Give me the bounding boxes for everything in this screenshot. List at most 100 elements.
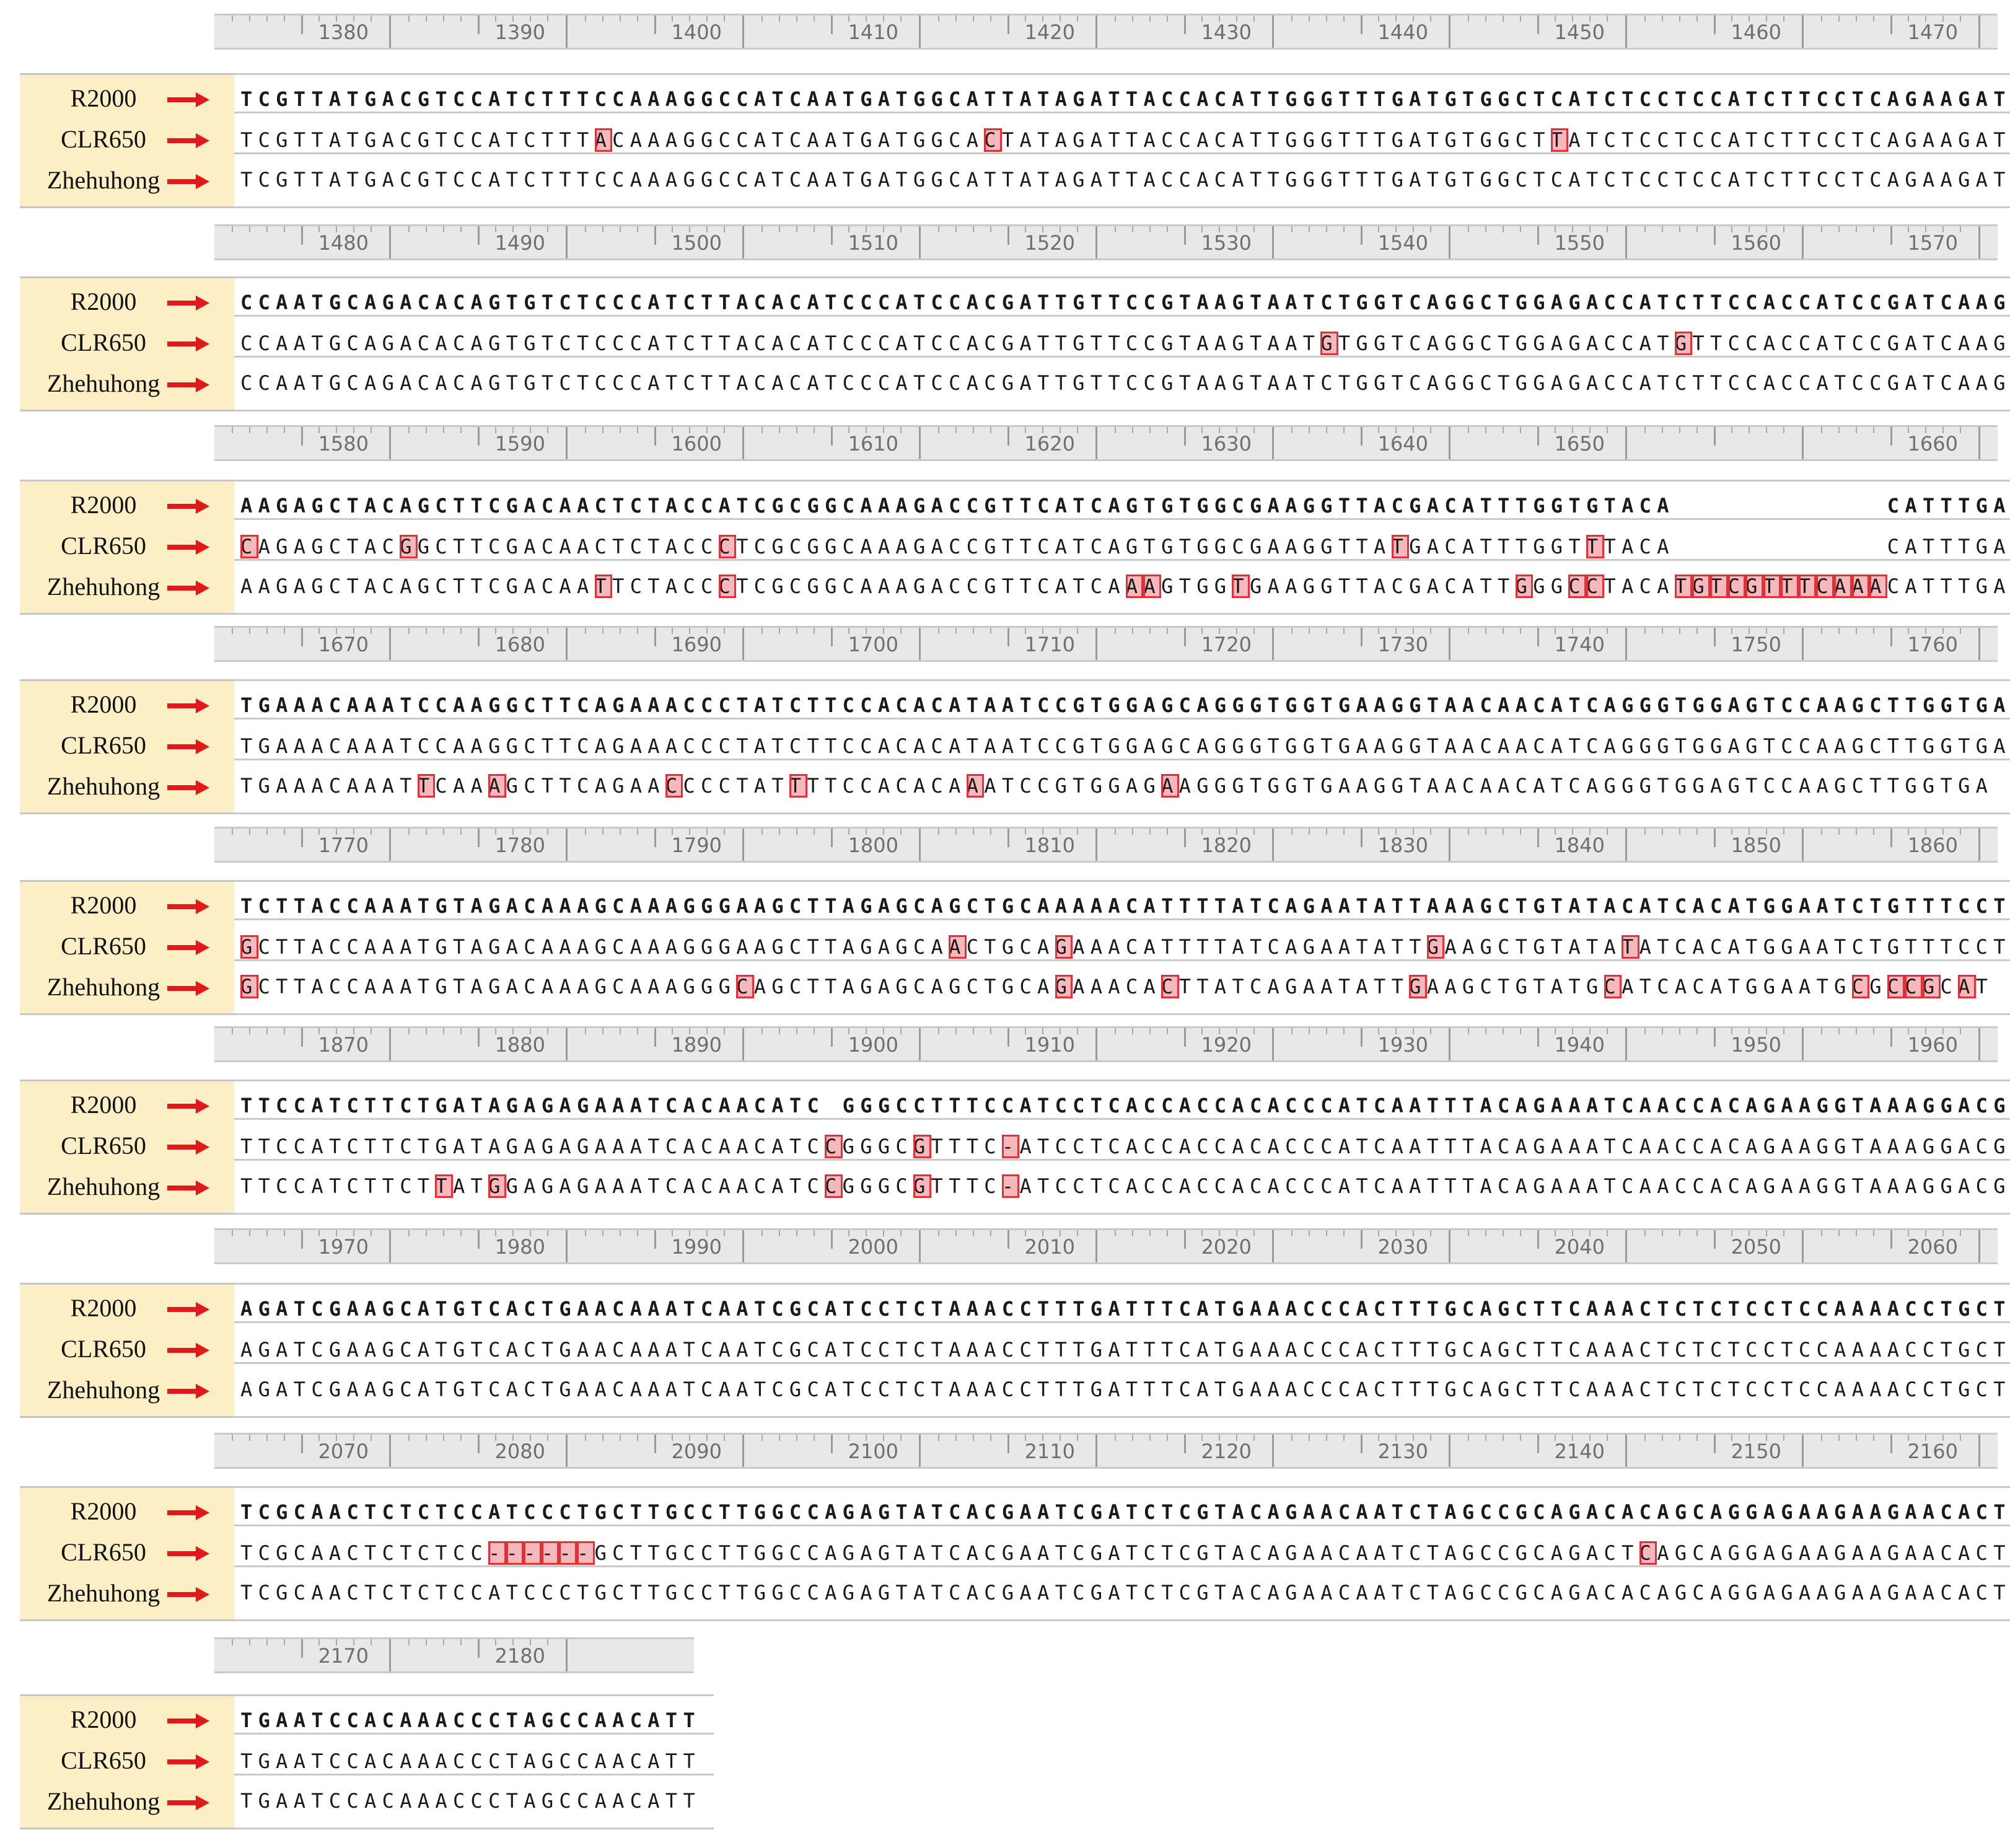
base: T <box>311 128 329 152</box>
base: G <box>1993 1174 2010 1198</box>
base: C <box>1178 1541 1197 1565</box>
ruler-minor-tick <box>1378 628 1379 634</box>
base: A <box>276 1378 294 1401</box>
base: T <box>1533 128 1551 152</box>
base: A <box>470 774 489 798</box>
ruler-minor-tick <box>1731 1435 1732 1441</box>
ruler-minor-tick <box>336 1435 337 1441</box>
base: A <box>1604 734 1622 758</box>
base: G <box>1515 332 1534 355</box>
base: G <box>1462 1500 1480 1524</box>
base: C <box>1975 894 1994 918</box>
base: G <box>1975 535 1994 558</box>
base: C <box>1125 894 1144 918</box>
base: T <box>1249 87 1268 111</box>
base: G <box>524 332 542 355</box>
base: G <box>1816 1094 1835 1117</box>
base: C <box>452 1709 471 1732</box>
base: T <box>1462 1135 1480 1158</box>
base: A <box>665 128 683 152</box>
base: C <box>470 1709 489 1732</box>
base: G <box>1940 693 1959 717</box>
ruler-segment: 1700 <box>744 628 921 660</box>
ruler-minor-tick <box>585 1435 586 1441</box>
base: A <box>1586 1378 1604 1401</box>
base: T <box>647 1135 665 1158</box>
ruler-minor-tick <box>1783 1435 1784 1441</box>
base: C <box>1338 1581 1356 1604</box>
base: C <box>1709 935 1728 959</box>
ruler-minor-tick <box>1873 1028 1874 1034</box>
ruler-minor-tick <box>1115 1230 1116 1236</box>
sequence-row-r2000: AGATCGAAGCATGTCACTGAACAAATCAATCGCATCCTCT… <box>240 1295 2010 1322</box>
base: G <box>1958 1297 1976 1321</box>
ruler-minor-tick <box>1343 427 1345 433</box>
ruler-position-number: 1710 <box>1024 633 1075 656</box>
base: C <box>877 1378 896 1401</box>
base: T <box>1090 693 1108 717</box>
variant-base: G <box>240 975 258 998</box>
base: G <box>1444 332 1462 355</box>
base: G <box>1498 168 1516 191</box>
base: T <box>1356 935 1374 959</box>
variant-base: T <box>1232 574 1250 598</box>
base: A <box>364 774 382 798</box>
base: A <box>966 128 985 152</box>
ruler-minor-tick <box>866 1230 867 1236</box>
base: A <box>293 1749 312 1773</box>
base: C <box>1037 734 1055 758</box>
ruler-minor-tick <box>1607 15 1608 22</box>
ruler-mid-tick <box>831 1028 833 1047</box>
base: T <box>771 128 789 152</box>
base: C <box>1320 1135 1338 1158</box>
sample-name: Zhehuhong <box>46 772 160 800</box>
base: T <box>364 1094 382 1117</box>
ruler-mid-tick <box>1184 15 1186 34</box>
ruler-minor-tick <box>1607 226 1608 232</box>
ruler-segment: 1730 <box>1274 628 1450 660</box>
variant-base: A <box>1958 975 1976 998</box>
base: A <box>860 574 878 598</box>
ruler-segment: 2010 <box>921 1230 1097 1262</box>
base: G <box>506 693 524 717</box>
base: A <box>364 494 382 517</box>
ruler-minor-tick <box>848 628 849 634</box>
variant-base: C <box>1639 1541 1657 1565</box>
base: G <box>1533 1174 1551 1198</box>
base: T <box>807 734 825 758</box>
base: G <box>1692 774 1710 798</box>
base: A <box>1816 1500 1835 1524</box>
ruler-minor-tick <box>1343 1435 1345 1441</box>
ruler-position-number: 2120 <box>1201 1440 1252 1463</box>
base: C <box>1320 1174 1338 1198</box>
ruler-minor-tick <box>1291 1230 1292 1236</box>
base: T <box>1887 774 1905 798</box>
base: T <box>1267 734 1286 758</box>
base: C <box>1143 1135 1162 1158</box>
base: A <box>1905 371 1923 395</box>
base: T <box>240 1749 258 1773</box>
base: C <box>1409 1541 1427 1565</box>
base: C <box>665 1094 683 1117</box>
base: A <box>1143 894 1162 918</box>
base: G <box>807 574 825 598</box>
base: G <box>1249 494 1268 517</box>
base: G <box>1214 774 1232 798</box>
base: A <box>753 128 772 152</box>
base: A <box>1391 1094 1410 1117</box>
base: C <box>630 535 648 558</box>
base: A <box>1267 1500 1286 1524</box>
ruler-minor-tick <box>1343 1230 1345 1236</box>
base: G <box>825 535 843 558</box>
base: G <box>1302 535 1321 558</box>
base: G <box>842 1581 861 1604</box>
ruler-minor-tick <box>284 1028 285 1034</box>
variant-base: G <box>400 535 418 558</box>
ruler-mid-tick <box>1184 1230 1186 1249</box>
base: A <box>1550 693 1569 717</box>
ruler-segment: 1620 <box>921 427 1097 459</box>
ruler-mid-tick <box>654 1435 656 1453</box>
ruler-major-tick <box>1978 1028 1980 1060</box>
ruler-minor-tick <box>1343 1028 1345 1034</box>
ruler-mid-tick <box>654 829 656 847</box>
